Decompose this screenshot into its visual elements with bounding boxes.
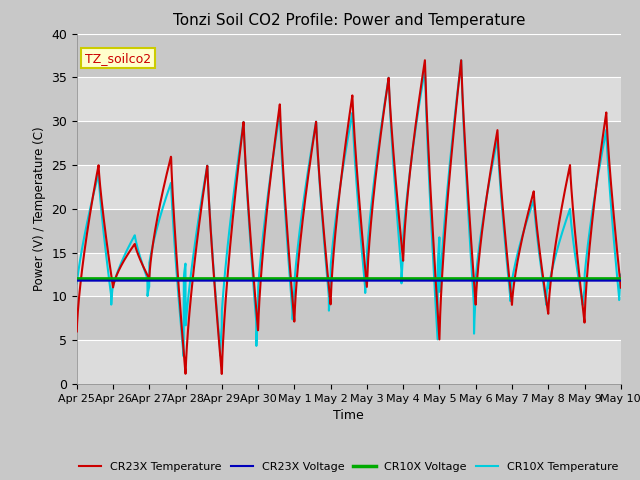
Bar xyxy=(77,340,621,384)
Bar xyxy=(77,165,621,209)
Bar xyxy=(77,252,621,296)
Bar xyxy=(77,77,621,121)
Bar xyxy=(77,296,621,340)
Bar xyxy=(77,209,621,252)
Bar xyxy=(77,34,621,77)
Legend: CR23X Temperature, CR23X Voltage, CR10X Voltage, CR10X Temperature: CR23X Temperature, CR23X Voltage, CR10X … xyxy=(75,457,623,477)
Y-axis label: Power (V) / Temperature (C): Power (V) / Temperature (C) xyxy=(33,127,45,291)
Bar xyxy=(77,121,621,165)
Text: TZ_soilco2: TZ_soilco2 xyxy=(85,52,151,65)
Title: Tonzi Soil CO2 Profile: Power and Temperature: Tonzi Soil CO2 Profile: Power and Temper… xyxy=(173,13,525,28)
X-axis label: Time: Time xyxy=(333,409,364,422)
